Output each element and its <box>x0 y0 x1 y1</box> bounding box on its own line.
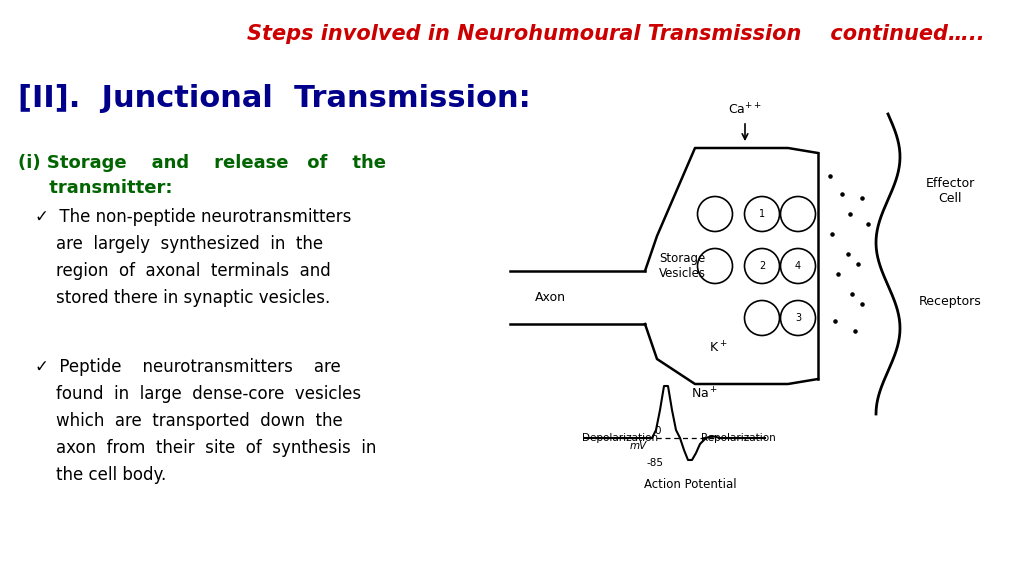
Text: ✓  Peptide    neurotransmitters    are
    found  in  large  dense-core  vesicle: ✓ Peptide neurotransmitters are found in… <box>35 358 377 484</box>
Text: 0: 0 <box>654 426 662 436</box>
Text: 3: 3 <box>795 313 801 323</box>
Text: Na$^+$: Na$^+$ <box>691 386 719 401</box>
Text: [II].  Junctional  Transmission:: [II]. Junctional Transmission: <box>18 84 530 113</box>
Text: 1: 1 <box>759 209 765 219</box>
Text: K$^+$: K$^+$ <box>709 340 727 355</box>
Text: Action Potential: Action Potential <box>644 478 736 491</box>
Text: (i) Storage    and    release   of    the: (i) Storage and release of the <box>18 154 386 172</box>
Text: ✓  The non-peptide neurotransmitters
    are  largely  synthesized  in  the
    : ✓ The non-peptide neurotransmitters are … <box>35 208 351 308</box>
Text: Depolarization: Depolarization <box>582 433 658 443</box>
Text: Steps involved in Neurohumoural Transmission    continued…..: Steps involved in Neurohumoural Transmis… <box>248 24 985 44</box>
Text: Ca$^{++}$: Ca$^{++}$ <box>728 103 762 118</box>
Text: Axon: Axon <box>535 291 565 304</box>
Text: transmitter:: transmitter: <box>18 179 172 197</box>
Text: -85: -85 <box>646 458 664 468</box>
Text: mV: mV <box>630 441 646 451</box>
Text: Storage
Vesicles: Storage Vesicles <box>658 252 706 280</box>
Text: Receptors: Receptors <box>919 294 981 308</box>
Text: 2: 2 <box>759 261 765 271</box>
Text: Repolarization: Repolarization <box>700 433 775 443</box>
Text: 4: 4 <box>795 261 801 271</box>
Text: Effector
Cell: Effector Cell <box>926 177 975 205</box>
